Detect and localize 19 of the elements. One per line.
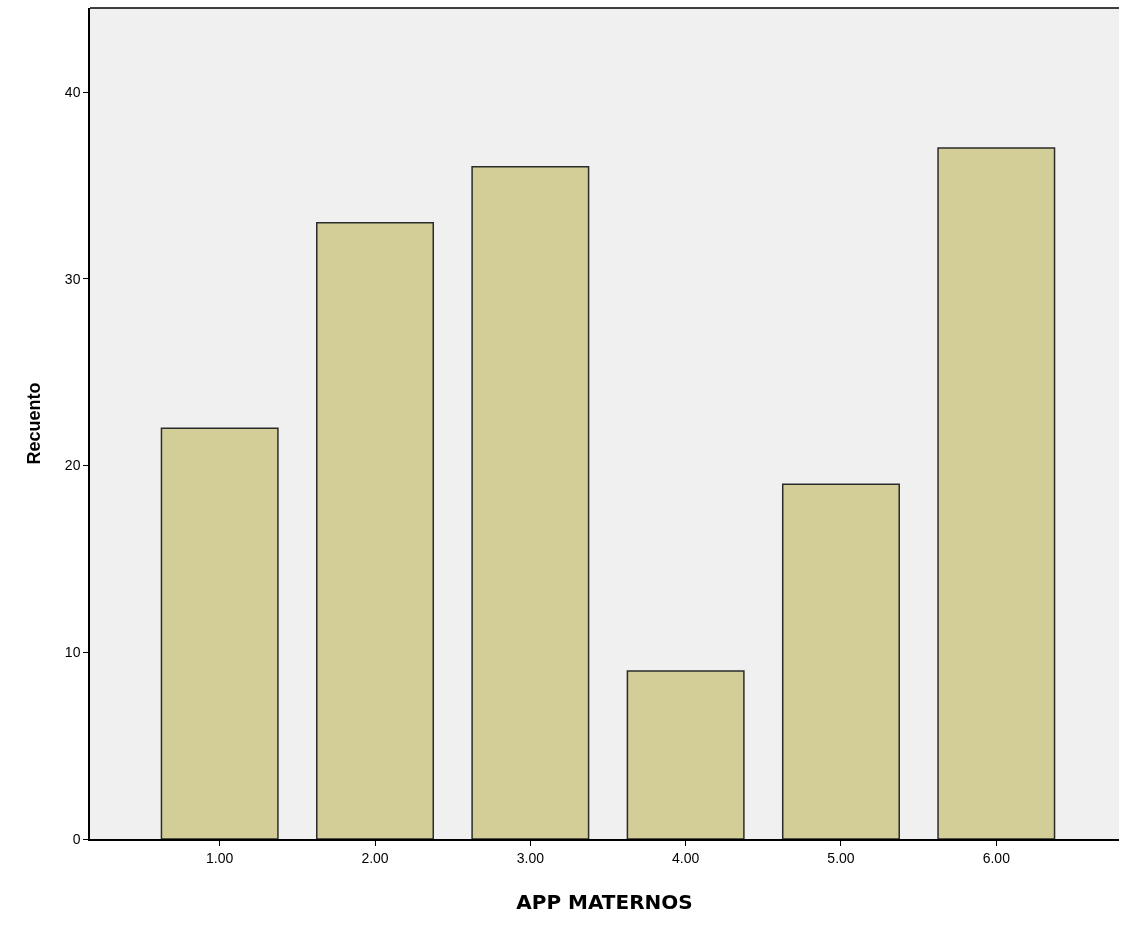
y-tick-label: 30 bbox=[64, 270, 81, 287]
bar bbox=[471, 165, 590, 839]
x-tick-label: 6.00 bbox=[982, 849, 1011, 866]
x-axis-title: APP MATERNOS bbox=[516, 889, 693, 914]
x-tick-label: 2.00 bbox=[361, 849, 389, 866]
bar bbox=[937, 147, 1056, 839]
bar bbox=[160, 427, 279, 839]
x-tick-label: 4.00 bbox=[672, 849, 700, 866]
y-tick-label: 40 bbox=[64, 83, 81, 100]
y-axis-title: Recuento bbox=[23, 382, 44, 465]
x-tick-label: 3.00 bbox=[516, 849, 545, 866]
bar bbox=[316, 222, 435, 839]
x-tick-label: 1.00 bbox=[206, 849, 234, 866]
bar bbox=[626, 670, 745, 839]
x-tick-label: 5.00 bbox=[827, 849, 855, 866]
bar bbox=[781, 483, 900, 839]
y-tick-label: 20 bbox=[64, 457, 81, 474]
y-tick-label: 10 bbox=[64, 644, 81, 661]
y-tick-label: 0 bbox=[72, 830, 81, 847]
